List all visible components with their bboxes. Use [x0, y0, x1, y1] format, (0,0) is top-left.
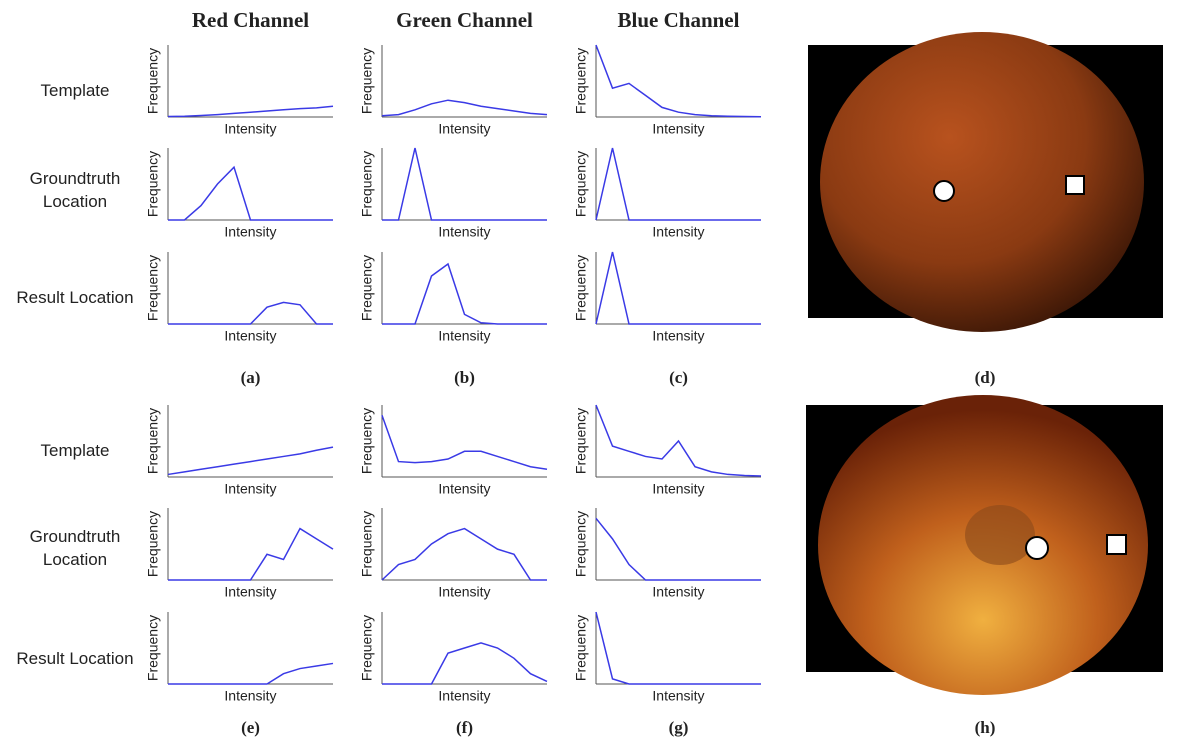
y-axis-label: Frequency	[145, 151, 161, 217]
x-axis-label: Intensity	[652, 481, 704, 497]
panel-label: (a)	[221, 368, 281, 388]
histogram-line	[596, 45, 761, 117]
x-axis-label: Intensity	[438, 224, 490, 240]
x-axis-label: Intensity	[438, 121, 490, 137]
fundus-image-h	[806, 395, 1163, 695]
histogram-line	[168, 447, 333, 474]
x-axis-label: Intensity	[224, 224, 276, 240]
x-axis-label: Intensity	[438, 481, 490, 497]
y-axis-label: Frequency	[573, 511, 589, 577]
y-axis-label: Frequency	[359, 151, 375, 217]
row-label: Groundtruth Location	[5, 525, 145, 571]
row-label: Result Location	[5, 647, 145, 670]
y-axis-label: Frequency	[359, 408, 375, 474]
x-axis-label: Intensity	[438, 688, 490, 704]
fundus-image-d	[808, 32, 1163, 332]
retina	[820, 32, 1144, 332]
histogram-line	[382, 415, 547, 469]
x-axis-label: Intensity	[224, 328, 276, 344]
y-axis-label: Frequency	[359, 255, 375, 321]
lesion	[965, 505, 1035, 565]
circle-marker	[934, 181, 954, 201]
square-marker	[1066, 176, 1084, 194]
panel-label: (g)	[649, 718, 709, 738]
y-axis-label: Frequency	[573, 255, 589, 321]
histogram-line	[168, 663, 333, 684]
square-marker	[1107, 535, 1126, 554]
column-header: Blue Channel	[579, 8, 779, 33]
y-axis-label: Frequency	[145, 255, 161, 321]
histogram-line	[168, 529, 333, 580]
y-axis-label: Frequency	[573, 408, 589, 474]
y-axis-label: Frequency	[573, 48, 589, 114]
histogram-line	[382, 100, 547, 116]
y-axis-label: Frequency	[145, 48, 161, 114]
histogram-line	[596, 252, 761, 324]
panel-label: (f)	[435, 718, 495, 738]
x-axis-label: Intensity	[652, 328, 704, 344]
histogram-line	[168, 167, 333, 220]
histogram-line	[382, 148, 547, 220]
x-axis-label: Intensity	[652, 224, 704, 240]
y-axis-label: Frequency	[573, 151, 589, 217]
x-axis-label: Intensity	[224, 584, 276, 600]
y-axis-label: Frequency	[359, 511, 375, 577]
x-axis-label: Intensity	[224, 481, 276, 497]
histogram-line	[596, 405, 761, 476]
x-axis-label: Intensity	[438, 328, 490, 344]
histogram-line	[382, 264, 547, 324]
x-axis-label: Intensity	[652, 584, 704, 600]
histogram-line	[168, 106, 333, 116]
y-axis-label: Frequency	[145, 408, 161, 474]
histogram-line	[382, 529, 547, 580]
row-label: Template	[5, 79, 145, 102]
y-axis-label: Frequency	[573, 615, 589, 681]
histogram-line	[596, 612, 761, 684]
y-axis-label: Frequency	[359, 48, 375, 114]
histogram-line	[168, 302, 333, 324]
row-label: Groundtruth Location	[5, 167, 145, 213]
panel-label: (h)	[955, 718, 1015, 738]
panel-label: (b)	[435, 368, 495, 388]
x-axis-label: Intensity	[652, 121, 704, 137]
y-axis-label: Frequency	[145, 511, 161, 577]
y-axis-label: Frequency	[359, 615, 375, 681]
histogram-line	[382, 643, 547, 684]
x-axis-label: Intensity	[224, 688, 276, 704]
figure: Intensity Frequency Intensity Frequency Inte…	[0, 0, 1196, 746]
y-axis-label: Frequency	[145, 615, 161, 681]
circle-marker	[1026, 537, 1048, 559]
x-axis-label: Intensity	[652, 688, 704, 704]
histogram-line	[596, 518, 761, 580]
x-axis-label: Intensity	[224, 121, 276, 137]
column-header: Green Channel	[365, 8, 565, 33]
row-label: Result Location	[5, 286, 145, 309]
x-axis-label: Intensity	[438, 584, 490, 600]
row-label: Template	[5, 439, 145, 462]
histogram-line	[596, 148, 761, 220]
panel-label: (c)	[649, 368, 709, 388]
panel-label: (d)	[955, 368, 1015, 388]
column-header: Red Channel	[151, 8, 351, 33]
panel-label: (e)	[221, 718, 281, 738]
plots: Intensity Frequency Intensity Frequency Inte…	[0, 0, 1196, 746]
